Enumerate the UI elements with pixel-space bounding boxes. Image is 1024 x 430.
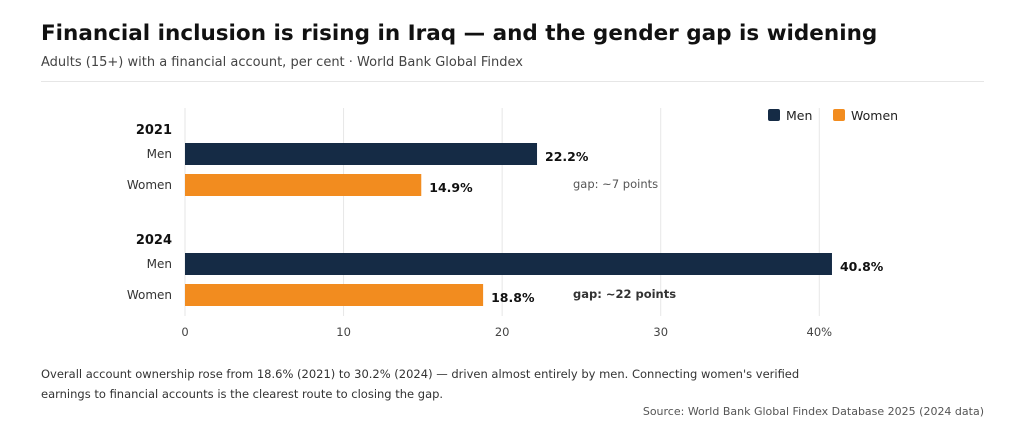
- chart-subtitle: Adults (15+) with a financial account, p…: [41, 55, 523, 70]
- chart-title: Financial inclusion is rising in Iraq — …: [41, 21, 878, 46]
- chart-note: Overall account ownership rose from 18.6…: [41, 367, 800, 401]
- x-tick-label: 0: [181, 325, 188, 339]
- legend-swatch-men: [768, 109, 780, 121]
- x-tick-label: 40%: [807, 325, 833, 339]
- category-label: Women: [127, 288, 172, 302]
- category-label: Women: [127, 178, 172, 192]
- data-label: 14.9%: [429, 180, 473, 195]
- header-divider: [41, 81, 984, 82]
- legend-label-women: Women: [851, 108, 898, 123]
- bar-2024-men: [185, 253, 832, 275]
- x-tick-label: 10: [336, 325, 351, 339]
- bar-2024-women: [185, 284, 484, 306]
- x-tick-label: 30: [653, 325, 668, 339]
- gap-annotation: gap: ~7 points: [573, 177, 658, 191]
- category-label: Men: [147, 257, 172, 271]
- group-label-2021: 2021: [136, 123, 172, 138]
- bar-chart: 0 10 20 30 40% 2021 Men 22.2% Women 14.9% gap: ~7 …: [127, 108, 898, 339]
- data-label: 40.8%: [840, 259, 884, 274]
- legend-swatch-women: [833, 109, 845, 121]
- data-label: 18.8%: [491, 290, 535, 305]
- x-tick-label: 20: [495, 325, 510, 339]
- group-label-2024: 2024: [136, 233, 172, 248]
- chart-source: Source: World Bank Global Findex Databas…: [642, 405, 984, 418]
- category-label: Men: [147, 147, 172, 161]
- data-label: 22.2%: [545, 149, 589, 164]
- gap-annotation: gap: ~22 points: [573, 287, 676, 301]
- legend-label-men: Men: [786, 108, 812, 123]
- bar-2021-men: [185, 143, 538, 165]
- bar-2021-women: [185, 174, 422, 196]
